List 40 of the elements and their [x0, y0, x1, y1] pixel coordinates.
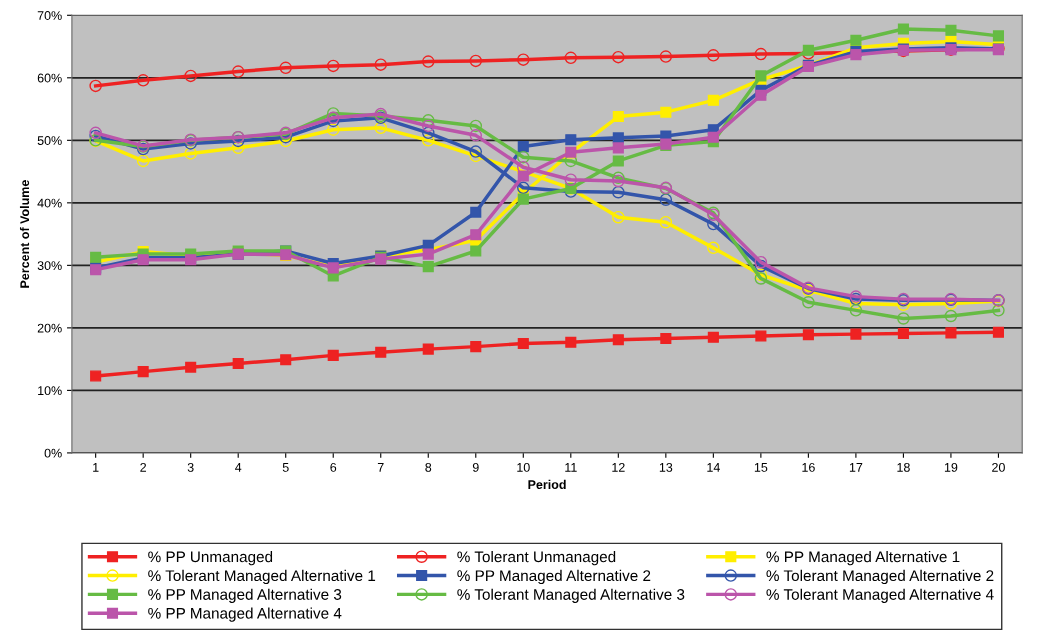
legend-label: % Tolerant Managed Alternative 3 [457, 588, 685, 603]
legend-label: % PP Unmanaged [148, 551, 273, 566]
x-axis-title: Period [528, 479, 566, 490]
y-axis-title: Percent of Volume [19, 180, 30, 288]
legend-label: % PP Managed Alternative 4 [148, 607, 342, 622]
x-tick-label: 18 [897, 462, 910, 472]
x-tick-label: 4 [235, 463, 242, 472]
x-tick-label: 7 [377, 463, 384, 472]
y-tick-label: 60% [37, 73, 62, 83]
x-tick-label: 13 [659, 462, 673, 472]
legend-label: % Tolerant Managed Alternative 2 [766, 569, 994, 585]
y-tick-label: 30% [37, 261, 62, 271]
x-tick-label: 3 [187, 462, 194, 472]
x-tick-label: 17 [849, 463, 863, 472]
x-tick-label: 1 [93, 463, 99, 472]
x-tick-label: 19 [944, 462, 958, 472]
x-tick-label: 14 [707, 463, 720, 472]
x-tick-label: 5 [282, 463, 289, 472]
x-tick-label: 11 [565, 463, 577, 472]
x-tick-label: 8 [425, 462, 432, 472]
legend-label: % PP Managed Alternative 1 [766, 551, 960, 566]
legend-label: % Tolerant Managed Alternative 1 [148, 569, 376, 585]
y-tick-label: 40% [37, 198, 62, 208]
y-tick-label: 0% [44, 448, 62, 458]
x-tick-label: 16 [802, 462, 815, 472]
x-tick-label: 9 [472, 462, 479, 472]
x-tick-label: 15 [754, 463, 768, 472]
x-tick-label: 2 [140, 462, 147, 472]
y-tick-label: 10% [38, 386, 62, 396]
x-tick-label: 20 [992, 462, 1005, 472]
y-tick-label: 70% [37, 11, 62, 20]
x-tick-label: 12 [612, 462, 625, 472]
legend-label: % Tolerant Unmanaged [457, 551, 616, 566]
x-tick-label: 10 [517, 462, 530, 472]
legend-label: % PP Managed Alternative 3 [148, 588, 342, 603]
legend-label: % PP Managed Alternative 2 [457, 569, 651, 585]
y-tick-label: 20% [37, 323, 62, 333]
legend-label: % Tolerant Managed Alternative 4 [766, 588, 994, 603]
x-tick-label: 6 [330, 462, 337, 472]
y-tick-label: 50% [37, 136, 62, 145]
